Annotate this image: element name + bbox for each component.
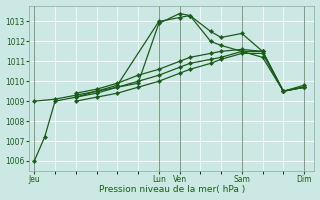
- X-axis label: Pression niveau de la mer( hPa ): Pression niveau de la mer( hPa ): [99, 185, 245, 194]
